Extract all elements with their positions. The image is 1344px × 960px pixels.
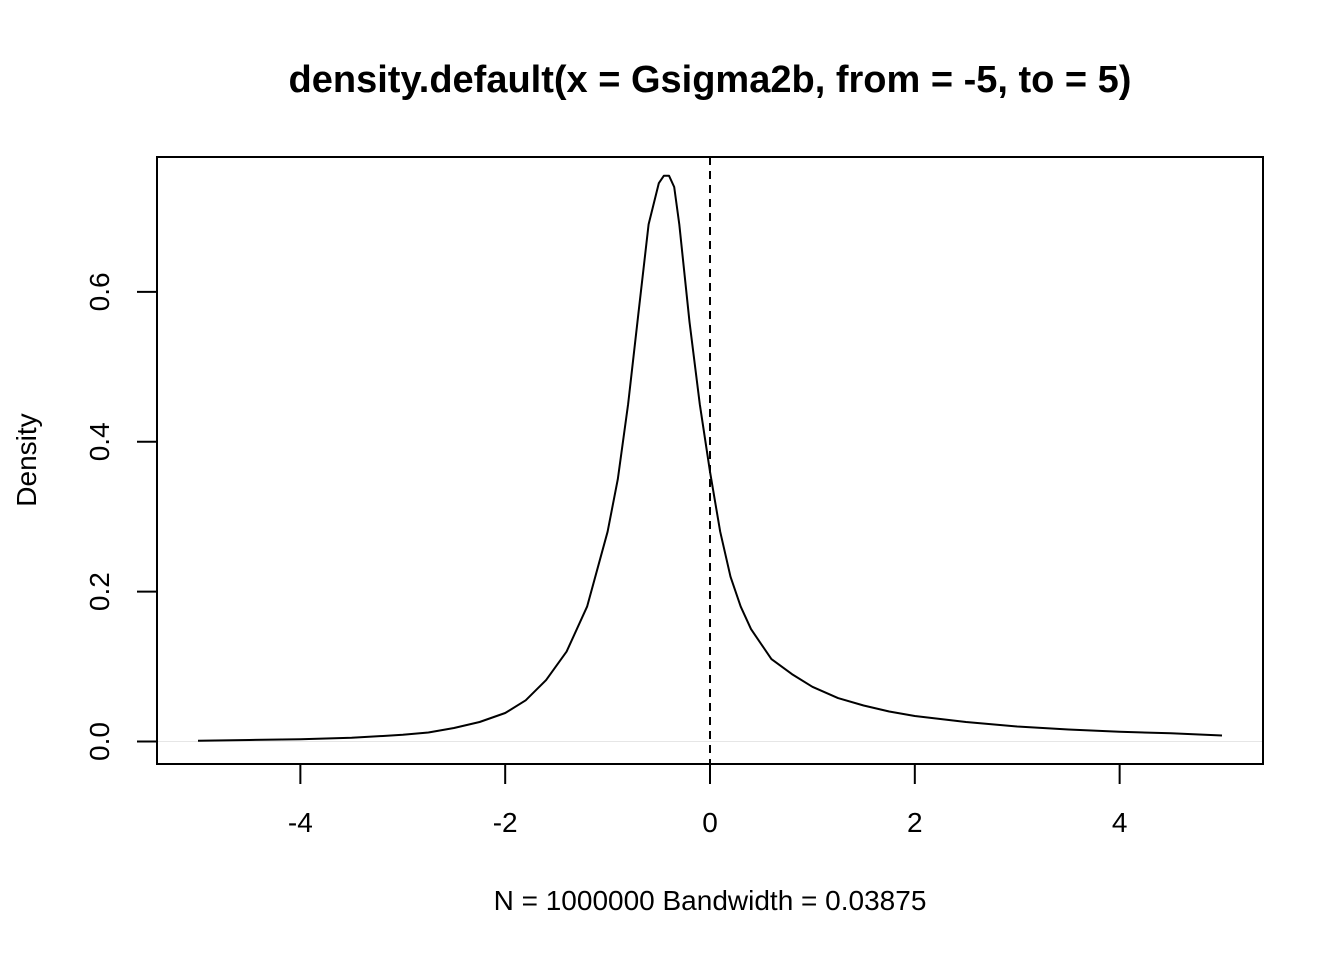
density-curve bbox=[197, 174, 1223, 742]
y-tick-label: 0.6 bbox=[84, 272, 115, 311]
y-axis-label: Density bbox=[11, 413, 42, 506]
x-tick-label: 4 bbox=[1112, 807, 1128, 838]
x-tick-label: 2 bbox=[907, 807, 923, 838]
y-axis: 0.0 0.2 0.4 0.6 bbox=[84, 272, 158, 761]
x-axis-label: N = 1000000 Bandwidth = 0.03875 bbox=[494, 885, 927, 916]
y-tick-label: 0.2 bbox=[84, 572, 115, 611]
chart-title: density.default(x = Gsigma2b, from = -5,… bbox=[289, 59, 1132, 101]
x-tick-label: 0 bbox=[702, 807, 718, 838]
x-axis: -4 -2 0 2 4 bbox=[288, 763, 1128, 838]
y-tick-label: 0.4 bbox=[84, 422, 115, 461]
y-tick-label: 0.0 bbox=[84, 722, 115, 761]
x-tick-label: -4 bbox=[288, 807, 313, 838]
x-tick-label: -2 bbox=[493, 807, 518, 838]
